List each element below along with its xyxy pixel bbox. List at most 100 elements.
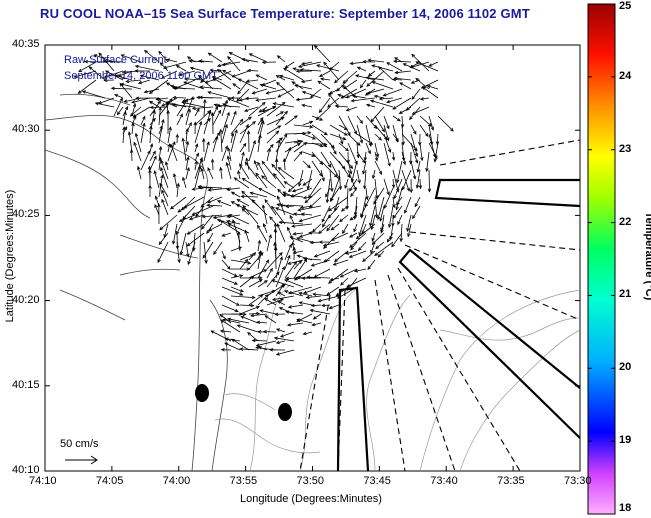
current-vector [181,137,187,162]
current-vector [330,232,349,241]
colorbar-tick-label: 22 [619,215,632,228]
current-vector [201,214,214,230]
current-vector [176,241,181,264]
axis-ticks [44,44,581,472]
current-vector [306,169,313,190]
current-vector [329,187,340,202]
current-vector [292,246,296,261]
current-vector [120,54,142,63]
current-vector [209,68,223,73]
current-vector [378,97,394,101]
current-vector [230,96,240,100]
current-vector [312,313,322,320]
current-vector [350,97,376,103]
current-vector [356,66,367,72]
current-vector [320,151,332,168]
current-vector [383,142,391,167]
current-vector [185,156,190,171]
scale-arrow [65,455,98,465]
current-vector [327,97,340,108]
current-vector [302,331,313,336]
current-vector [257,134,262,153]
current-vector [167,143,171,153]
current-vector [221,277,239,285]
current-vector [284,279,304,288]
current-vector [315,64,340,72]
current-vector [295,69,313,74]
current-vector [306,275,331,279]
current-vector [185,140,190,153]
current-vector [125,79,142,84]
current-vector [392,205,403,219]
current-vector [356,151,366,164]
current-vector [310,259,331,267]
current-vector [233,177,250,189]
current-vector [110,86,133,91]
current-vector [318,97,331,114]
current-vector [78,61,97,73]
current-vector [264,298,277,306]
current-vector [328,304,340,310]
current-vector [367,58,385,63]
current-vector [329,142,337,155]
colorbar-ticks [588,3,615,515]
current-vector [166,109,170,135]
current-vector [134,132,142,153]
current-vector [135,96,160,100]
current-vector [221,304,239,313]
current-vector [300,212,313,216]
current-vector [411,53,430,72]
current-vector [284,261,298,279]
current-vector [302,178,313,186]
current-vector [340,277,349,286]
x-axis-label: Longitude (Degrees:Minutes) [240,493,382,505]
current-vector [296,318,313,324]
current-vector [275,137,284,144]
current-vector [401,169,410,192]
current-vector [415,61,439,72]
current-vector [154,203,160,216]
current-vector [414,196,421,208]
current-vector [251,88,268,95]
current-vector [257,294,269,306]
current-vector [402,63,421,72]
current-vector [428,115,435,131]
current-vector [261,204,268,225]
current-vector [274,312,286,317]
current-vector [370,241,376,255]
current-vector [296,237,313,243]
current-vector [345,106,358,112]
current-vector [182,176,187,189]
current-vector [311,223,322,233]
current-vector [338,169,343,191]
current-vector [269,348,286,352]
current-vector [407,223,412,238]
current-vector [228,52,250,63]
current-vector [255,340,277,347]
current-vector [293,150,303,162]
current-vector [329,124,348,136]
current-vector [297,61,322,68]
current-vector [284,146,292,162]
current-vector [291,223,313,228]
current-vector [317,80,331,90]
current-vector [239,258,249,270]
current-vector [140,150,151,171]
current-vector [277,167,295,180]
current-vector [366,88,385,95]
current-vector [279,331,295,338]
current-vector [198,75,214,90]
current-vector [237,170,241,180]
current-vector [203,98,207,117]
colorbar-tick-label: 24 [619,69,632,82]
current-vector [261,60,277,65]
current-vector [164,161,169,171]
current-vector [291,187,304,193]
current-vector [347,133,361,146]
current-vector [83,59,106,64]
current-vector [410,142,419,164]
current-vector [393,76,412,81]
current-vector [382,88,403,97]
current-vector [266,130,280,144]
current-vector [210,158,215,171]
